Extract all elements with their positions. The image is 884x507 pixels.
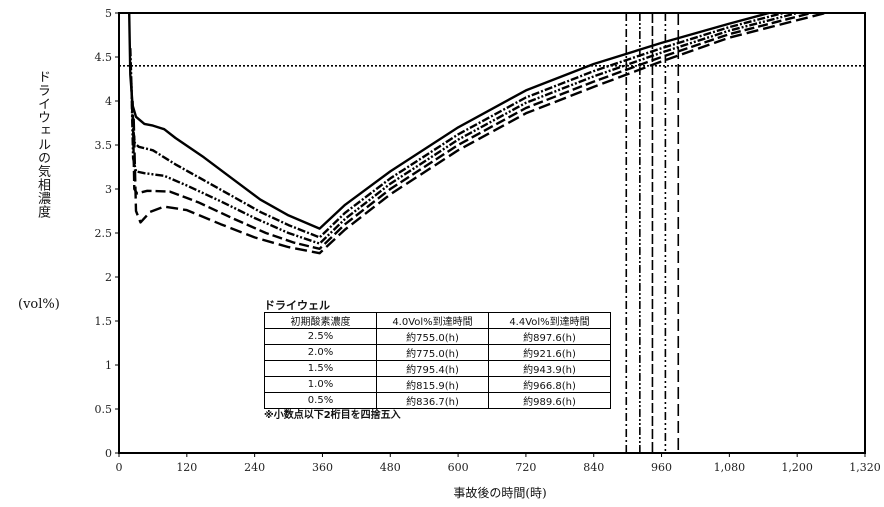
x-tick-label: 960 xyxy=(651,461,672,474)
x-tick-label: 240 xyxy=(244,461,265,474)
legend-header-cell: 初期酸素濃度 xyxy=(264,312,377,329)
y-tick-label: 1.5 xyxy=(95,315,113,328)
legend-table: 初期酸素濃度 4.0Vol%到達時間 4.4Vol%到達時間 2.5% 約755… xyxy=(264,312,611,409)
y-axis-ticks: 0 0.5 1 1.5 2 2.5 3 3.5 4 4.5 5 xyxy=(95,7,119,460)
legend-cell: 約921.6(h) xyxy=(488,344,611,361)
y-tick-label: 5 xyxy=(105,7,112,20)
legend-row: 1.0% 約815.9(h) 約966.8(h) xyxy=(264,376,611,393)
y-tick-label: 1 xyxy=(105,359,112,372)
x-axis-title: 事故後の時間(時) xyxy=(453,486,547,500)
y-tick-label: 2 xyxy=(105,271,112,284)
series-line xyxy=(129,11,784,239)
x-tick-label: 840 xyxy=(583,461,604,474)
x-tick-label: 1,320 xyxy=(849,461,881,474)
y-tick-label: 4 xyxy=(105,95,112,108)
legend-cell: 約755.0(h) xyxy=(376,328,489,345)
legend-row: 0.5% 約836.7(h) 約989.6(h) xyxy=(264,392,611,409)
legend-cell: 約897.6(h) xyxy=(488,328,611,345)
legend-row: 1.5% 約795.4(h) 約943.9(h) xyxy=(264,360,611,377)
legend-cell: 約795.4(h) xyxy=(376,360,489,377)
y-tick-label: 4.5 xyxy=(95,51,113,64)
legend-header-cell: 4.0Vol%到達時間 xyxy=(376,312,489,329)
series-line xyxy=(132,11,826,255)
legend-cell: 約943.9(h) xyxy=(488,360,611,377)
legend-cell: 約989.6(h) xyxy=(488,392,611,409)
legend-row: 2.5% 約755.0(h) 約897.6(h) xyxy=(264,328,611,345)
reference-lines xyxy=(119,13,865,453)
x-tick-label: 1,200 xyxy=(781,461,813,474)
x-tick-label: 480 xyxy=(380,461,401,474)
x-tick-label: 1,080 xyxy=(714,461,746,474)
legend-cell: 約966.8(h) xyxy=(488,376,611,393)
y-axis-unit: (vol%) xyxy=(18,297,60,312)
x-axis-ticks: 0 120 240 360 480 600 720 840 960 1,080 1,200 1,320 xyxy=(116,453,881,474)
x-tick-label: 120 xyxy=(176,461,197,474)
legend-cell: 1.5% xyxy=(264,360,377,377)
x-tick-label: 0 xyxy=(116,461,123,474)
series-line xyxy=(131,11,812,250)
legend-cell: 約836.7(h) xyxy=(376,392,489,409)
y-tick-label: 3.5 xyxy=(95,139,113,152)
legend-cell: 約815.9(h) xyxy=(376,376,489,393)
legend-cell: 約775.0(h) xyxy=(376,344,489,361)
legend-cell: 1.0% xyxy=(264,376,377,393)
legend-cell: 0.5% xyxy=(264,392,377,409)
legend-title: ドライウェル xyxy=(264,299,330,312)
legend-cell: 2.5% xyxy=(264,328,377,345)
y-tick-label: 3 xyxy=(105,183,112,196)
y-tick-label: 0.5 xyxy=(95,403,113,416)
legend-header-cell: 4.4Vol%到達時間 xyxy=(488,312,611,329)
x-tick-label: 720 xyxy=(515,461,536,474)
y-axis-title: ドライウェルの気相濃度 xyxy=(35,70,50,219)
y-tick-label: 0 xyxy=(105,447,112,460)
legend-cell: 2.0% xyxy=(264,344,377,361)
x-tick-label: 360 xyxy=(312,461,333,474)
legend-table-box: ドライウェル 初期酸素濃度 4.0Vol%到達時間 4.4Vol%到達時間 2.… xyxy=(264,299,611,423)
series-line xyxy=(130,11,798,245)
series-line xyxy=(128,11,770,230)
series-lines xyxy=(128,11,826,255)
legend-note: ※小数点以下2桁目を四捨五入 xyxy=(264,410,401,421)
legend-header-row: 初期酸素濃度 4.0Vol%到達時間 4.4Vol%到達時間 xyxy=(264,312,611,329)
y-tick-label: 2.5 xyxy=(95,227,113,240)
x-tick-label: 600 xyxy=(448,461,469,474)
legend-row: 2.0% 約775.0(h) 約921.6(h) xyxy=(264,344,611,361)
